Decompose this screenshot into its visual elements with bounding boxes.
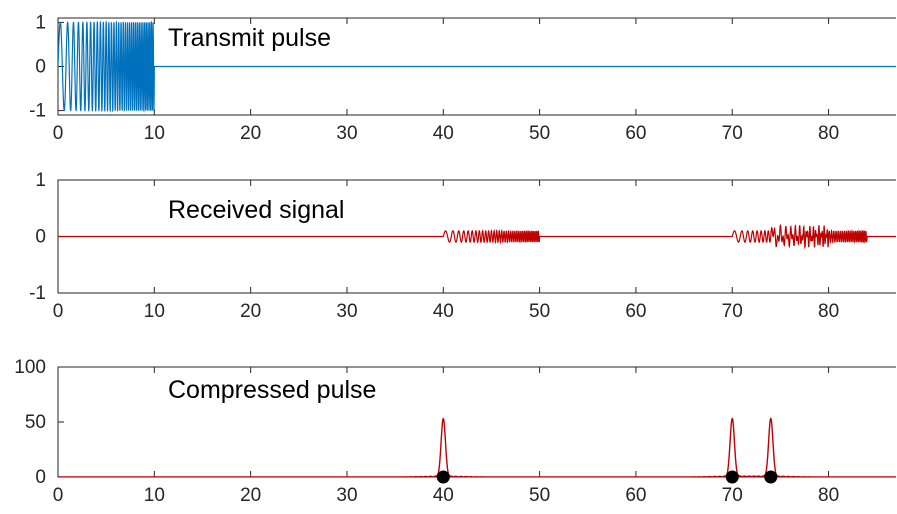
received-signal-x-tick: 20 bbox=[240, 180, 261, 322]
x-tick-label: 50 bbox=[529, 301, 550, 322]
x-tick-label: 70 bbox=[722, 301, 743, 322]
compressed-pulse-series bbox=[58, 417, 896, 477]
compressed-pulse-x-tick: 10 bbox=[144, 367, 165, 506]
x-tick-label: 20 bbox=[240, 123, 261, 144]
received-signal-x-tick: 30 bbox=[336, 180, 358, 322]
x-tick-label: 60 bbox=[625, 301, 646, 322]
received-signal-x-tick: 10 bbox=[144, 180, 165, 322]
x-tick-label: 50 bbox=[529, 485, 550, 506]
x-tick-label: 60 bbox=[625, 123, 646, 144]
y-tick-label: 100 bbox=[14, 357, 46, 378]
y-tick-label: -1 bbox=[29, 283, 46, 304]
x-tick-label: 50 bbox=[529, 123, 550, 144]
y-tick-label: 1 bbox=[35, 170, 46, 191]
x-tick-label: 10 bbox=[144, 123, 165, 144]
compressed-pulse-y-tick: 100 bbox=[14, 357, 64, 378]
compressed-pulse-x-tick: 20 bbox=[240, 367, 261, 506]
x-tick-label: 10 bbox=[144, 485, 165, 506]
transmit-pulse-panel: 0 10 20 30 40 50 60 70 80 -1 0 1 Transmit pulse bbox=[29, 12, 896, 144]
transmit-pulse-series bbox=[58, 20, 896, 113]
x-tick-label: 0 bbox=[53, 123, 64, 144]
x-tick-label: 30 bbox=[336, 485, 357, 506]
x-tick-label: 0 bbox=[53, 301, 64, 322]
transmit-pulse-x-tick: 0 bbox=[53, 18, 64, 144]
x-tick-label: 30 bbox=[336, 301, 357, 322]
x-tick-label: 10 bbox=[144, 301, 165, 322]
x-tick-label: 20 bbox=[240, 485, 261, 506]
detection-marker bbox=[764, 470, 778, 484]
y-tick-label: 0 bbox=[35, 467, 46, 488]
compressed-pulse-x-tick: 80 bbox=[818, 367, 839, 506]
transmit-pulse-y-tick: 1 bbox=[35, 12, 64, 33]
x-tick-label: 80 bbox=[818, 123, 839, 144]
transmit-pulse-title: Transmit pulse bbox=[168, 24, 331, 52]
x-tick-label: 60 bbox=[625, 485, 646, 506]
transmit-pulse-x-tick: 80 bbox=[818, 18, 839, 144]
received-signal-x-tick: 40 bbox=[433, 180, 454, 322]
transmit-pulse-y-tick: 0 bbox=[35, 57, 64, 78]
y-tick-label: 0 bbox=[35, 57, 46, 78]
received-signal-x-tick: 60 bbox=[625, 180, 647, 322]
received-signal-x-tick: 80 bbox=[818, 180, 839, 322]
received-signal-series bbox=[58, 223, 896, 250]
compressed-pulse-x-tick: 30 bbox=[336, 367, 358, 506]
x-tick-label: 30 bbox=[336, 123, 357, 144]
x-tick-label: 40 bbox=[433, 301, 454, 322]
received-signal-panel: 0 10 20 30 40 50 60 70 80 -1 0 1 Received signal bbox=[29, 170, 896, 322]
received-signal-line bbox=[58, 223, 896, 250]
x-tick-label: 40 bbox=[433, 485, 454, 506]
compressed-pulse-x-tick: 0 bbox=[53, 367, 64, 506]
x-tick-label: 80 bbox=[818, 485, 839, 506]
compressed-pulse-title: Compressed pulse bbox=[168, 376, 376, 404]
received-signal-x-tick: 70 bbox=[722, 180, 743, 322]
transmit-pulse-x-tick: 60 bbox=[625, 18, 647, 144]
transmit-pulse-line bbox=[58, 20, 896, 113]
transmit-pulse-y-tick: -1 bbox=[29, 101, 64, 122]
received-signal-y-tick: -1 bbox=[29, 283, 64, 304]
x-tick-label: 40 bbox=[433, 123, 454, 144]
compressed-pulse-panel: 0 10 20 30 40 50 60 70 80 0 50 100 Compressed pulse bbox=[14, 357, 896, 506]
x-tick-label: 70 bbox=[722, 123, 743, 144]
compressed-pulse-y-tick: 50 bbox=[25, 412, 64, 433]
transmit-pulse-x-tick: 20 bbox=[240, 18, 261, 144]
y-tick-label: 1 bbox=[35, 12, 46, 33]
y-tick-label: -1 bbox=[29, 101, 46, 122]
received-signal-x-tick: 0 bbox=[53, 180, 64, 322]
detection-marker bbox=[436, 470, 450, 484]
detection-marker bbox=[725, 470, 739, 484]
y-tick-label: 50 bbox=[25, 412, 46, 433]
compressed-pulse-x-tick: 50 bbox=[529, 367, 550, 506]
x-tick-label: 80 bbox=[818, 301, 839, 322]
x-tick-label: 70 bbox=[722, 485, 743, 506]
transmit-pulse-x-tick: 40 bbox=[433, 18, 454, 144]
compressed-pulse-x-tick: 70 bbox=[722, 367, 743, 506]
compressed-pulse-x-tick: 40 bbox=[433, 367, 454, 506]
received-signal-x-tick: 50 bbox=[529, 180, 550, 322]
transmit-pulse-x-tick: 70 bbox=[722, 18, 743, 144]
received-signal-title: Received signal bbox=[168, 196, 345, 224]
transmit-pulse-x-tick: 30 bbox=[336, 18, 358, 144]
y-tick-label: 0 bbox=[35, 227, 46, 248]
compressed-pulse-line bbox=[58, 417, 896, 477]
transmit-pulse-x-tick: 50 bbox=[529, 18, 550, 144]
x-tick-label: 0 bbox=[53, 485, 64, 506]
received-signal-y-tick: 1 bbox=[35, 170, 64, 191]
x-tick-label: 20 bbox=[240, 301, 261, 322]
compressed-pulse-x-tick: 60 bbox=[625, 367, 647, 506]
